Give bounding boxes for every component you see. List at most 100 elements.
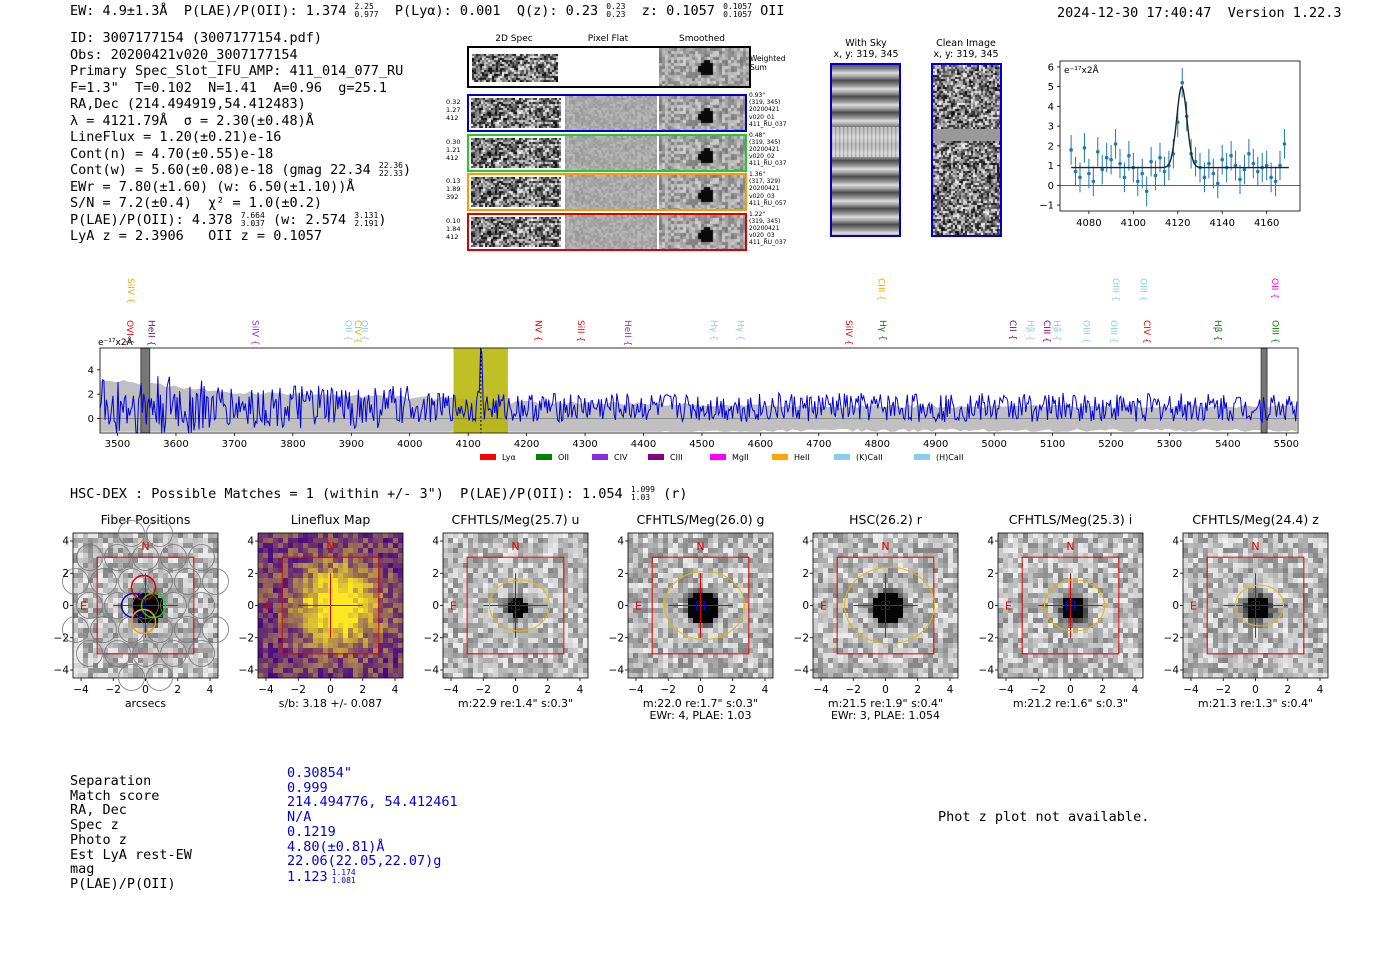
cutout-pixel [83, 563, 88, 568]
cutout-pixel [368, 548, 373, 553]
cutout-pixel [638, 608, 643, 613]
fiber-circle [118, 568, 145, 595]
cutout-pixel [298, 568, 303, 573]
detection-info: ID: 3007177154 (3007177154.pdf) Obs: 202… [70, 30, 411, 245]
spec-xtick-label: 5100 [1040, 439, 1065, 450]
cutout-pixel [828, 638, 833, 643]
cutout-pixel [508, 643, 513, 648]
cutout-pixel [178, 618, 183, 623]
cutout-pixel [708, 643, 713, 648]
cutout-pixel [293, 638, 298, 643]
cutout-pixel [148, 613, 153, 618]
cutout-ytick-label: 4 [432, 536, 439, 548]
cutout-pixel [393, 653, 398, 658]
cutout-pixel [478, 563, 483, 568]
cutout-pixel [73, 648, 78, 653]
cutout-pixel [663, 533, 668, 538]
cutout-pixel [373, 668, 378, 673]
cutout-pixel [543, 643, 548, 648]
cutout-pixel [828, 643, 833, 648]
cutout-pixel [1003, 563, 1008, 568]
cutout-pixel [543, 663, 548, 668]
cutout-pixel [283, 588, 288, 593]
cutout-pixel [553, 623, 558, 628]
info-plae-row: P(LAE)/P(OII): 4.378 7.664 3.037 (w: 2.57… [70, 211, 411, 229]
cutout-pixel [563, 573, 568, 578]
cutout-pixel [108, 658, 113, 663]
cutout-pixel [288, 543, 293, 548]
cutout-pixel [258, 668, 263, 673]
zoom-xtick-label: 4120 [1165, 218, 1190, 229]
cutout-pixel [463, 568, 468, 573]
cutout-pixel [583, 548, 588, 553]
cutout-pixel [548, 673, 553, 678]
cutout-pixel [653, 663, 658, 668]
cutout-pixel [128, 568, 133, 573]
cutout-pixel [748, 618, 753, 623]
cutout-pixel [503, 638, 508, 643]
cutout-pixel [823, 663, 828, 668]
cutout-pixel [173, 643, 178, 648]
cutout-pixel [653, 568, 658, 573]
cutout-pixel [563, 588, 568, 593]
cutout-pixel [733, 618, 738, 623]
cutout-pixel [1088, 563, 1093, 568]
cutout-pixel [518, 568, 523, 573]
cutout-pixel [198, 673, 203, 678]
cutout-pixel [818, 618, 823, 623]
fiber-circle [118, 616, 145, 643]
cutout-pixel [463, 643, 468, 648]
fiber-right-value: 20200421 [749, 145, 780, 153]
cutout-pixel [393, 628, 398, 633]
cutout-pixel [363, 558, 368, 563]
spec-xtick-label: 5200 [1098, 439, 1123, 450]
cutout-pixel [313, 628, 318, 633]
cutout-pixel [268, 568, 273, 573]
cutout-pixel [908, 648, 913, 653]
spec-xtick-label: 4900 [923, 439, 948, 450]
cutout-pixel [393, 648, 398, 653]
cutout-pixel [713, 573, 718, 578]
col-title-2dspec: 2D Spec [495, 34, 533, 44]
cutout-pixel [513, 673, 518, 678]
cutout-pixel [933, 643, 938, 648]
weighted-sum-image [467, 46, 751, 88]
cutout-pixel [663, 638, 668, 643]
cutout-pixel [763, 583, 768, 588]
cutout-pixel [548, 568, 553, 573]
cutout-pixel [448, 613, 453, 618]
cutout-pixel [318, 658, 323, 663]
cutout-pixel [848, 643, 853, 648]
cutout-pixel [138, 633, 143, 638]
fiber-circle [174, 568, 201, 595]
cutout-pixel [108, 563, 113, 568]
cutout-pixel [458, 588, 463, 593]
cutout-pixel [398, 663, 403, 668]
cutout-pixel [483, 548, 488, 553]
cutout-pixel [823, 563, 828, 568]
cutout-pixel [98, 583, 103, 588]
cutout-pixel [213, 578, 218, 583]
cutout-pixel [103, 548, 108, 553]
cutout-pixel [273, 553, 278, 558]
cutout-pixel [353, 578, 358, 583]
cutout-pixel [338, 548, 343, 553]
cutout-pixel [673, 618, 678, 623]
cutout-pixel [308, 658, 313, 663]
zoom-data-point [1158, 155, 1162, 160]
cutout-pixel [378, 573, 383, 578]
cutout-pixel [543, 558, 548, 563]
cutout-pixel [73, 558, 78, 563]
cutout-pixel [538, 668, 543, 673]
cutout-pixel [388, 548, 393, 553]
cutout-pixel [938, 628, 943, 633]
fiber-circle [76, 592, 103, 619]
cutout-pixel [1068, 533, 1073, 538]
cutout-caption-2: EWr: 4, PLAE: 1.03 [649, 709, 752, 722]
cutout-pixel [748, 548, 753, 553]
cutout-pixel [553, 638, 558, 643]
cutout-pixel [153, 673, 158, 678]
cutout-pixel [138, 578, 143, 583]
cutout-pixel [163, 543, 168, 548]
cutout-pixel [128, 573, 133, 578]
